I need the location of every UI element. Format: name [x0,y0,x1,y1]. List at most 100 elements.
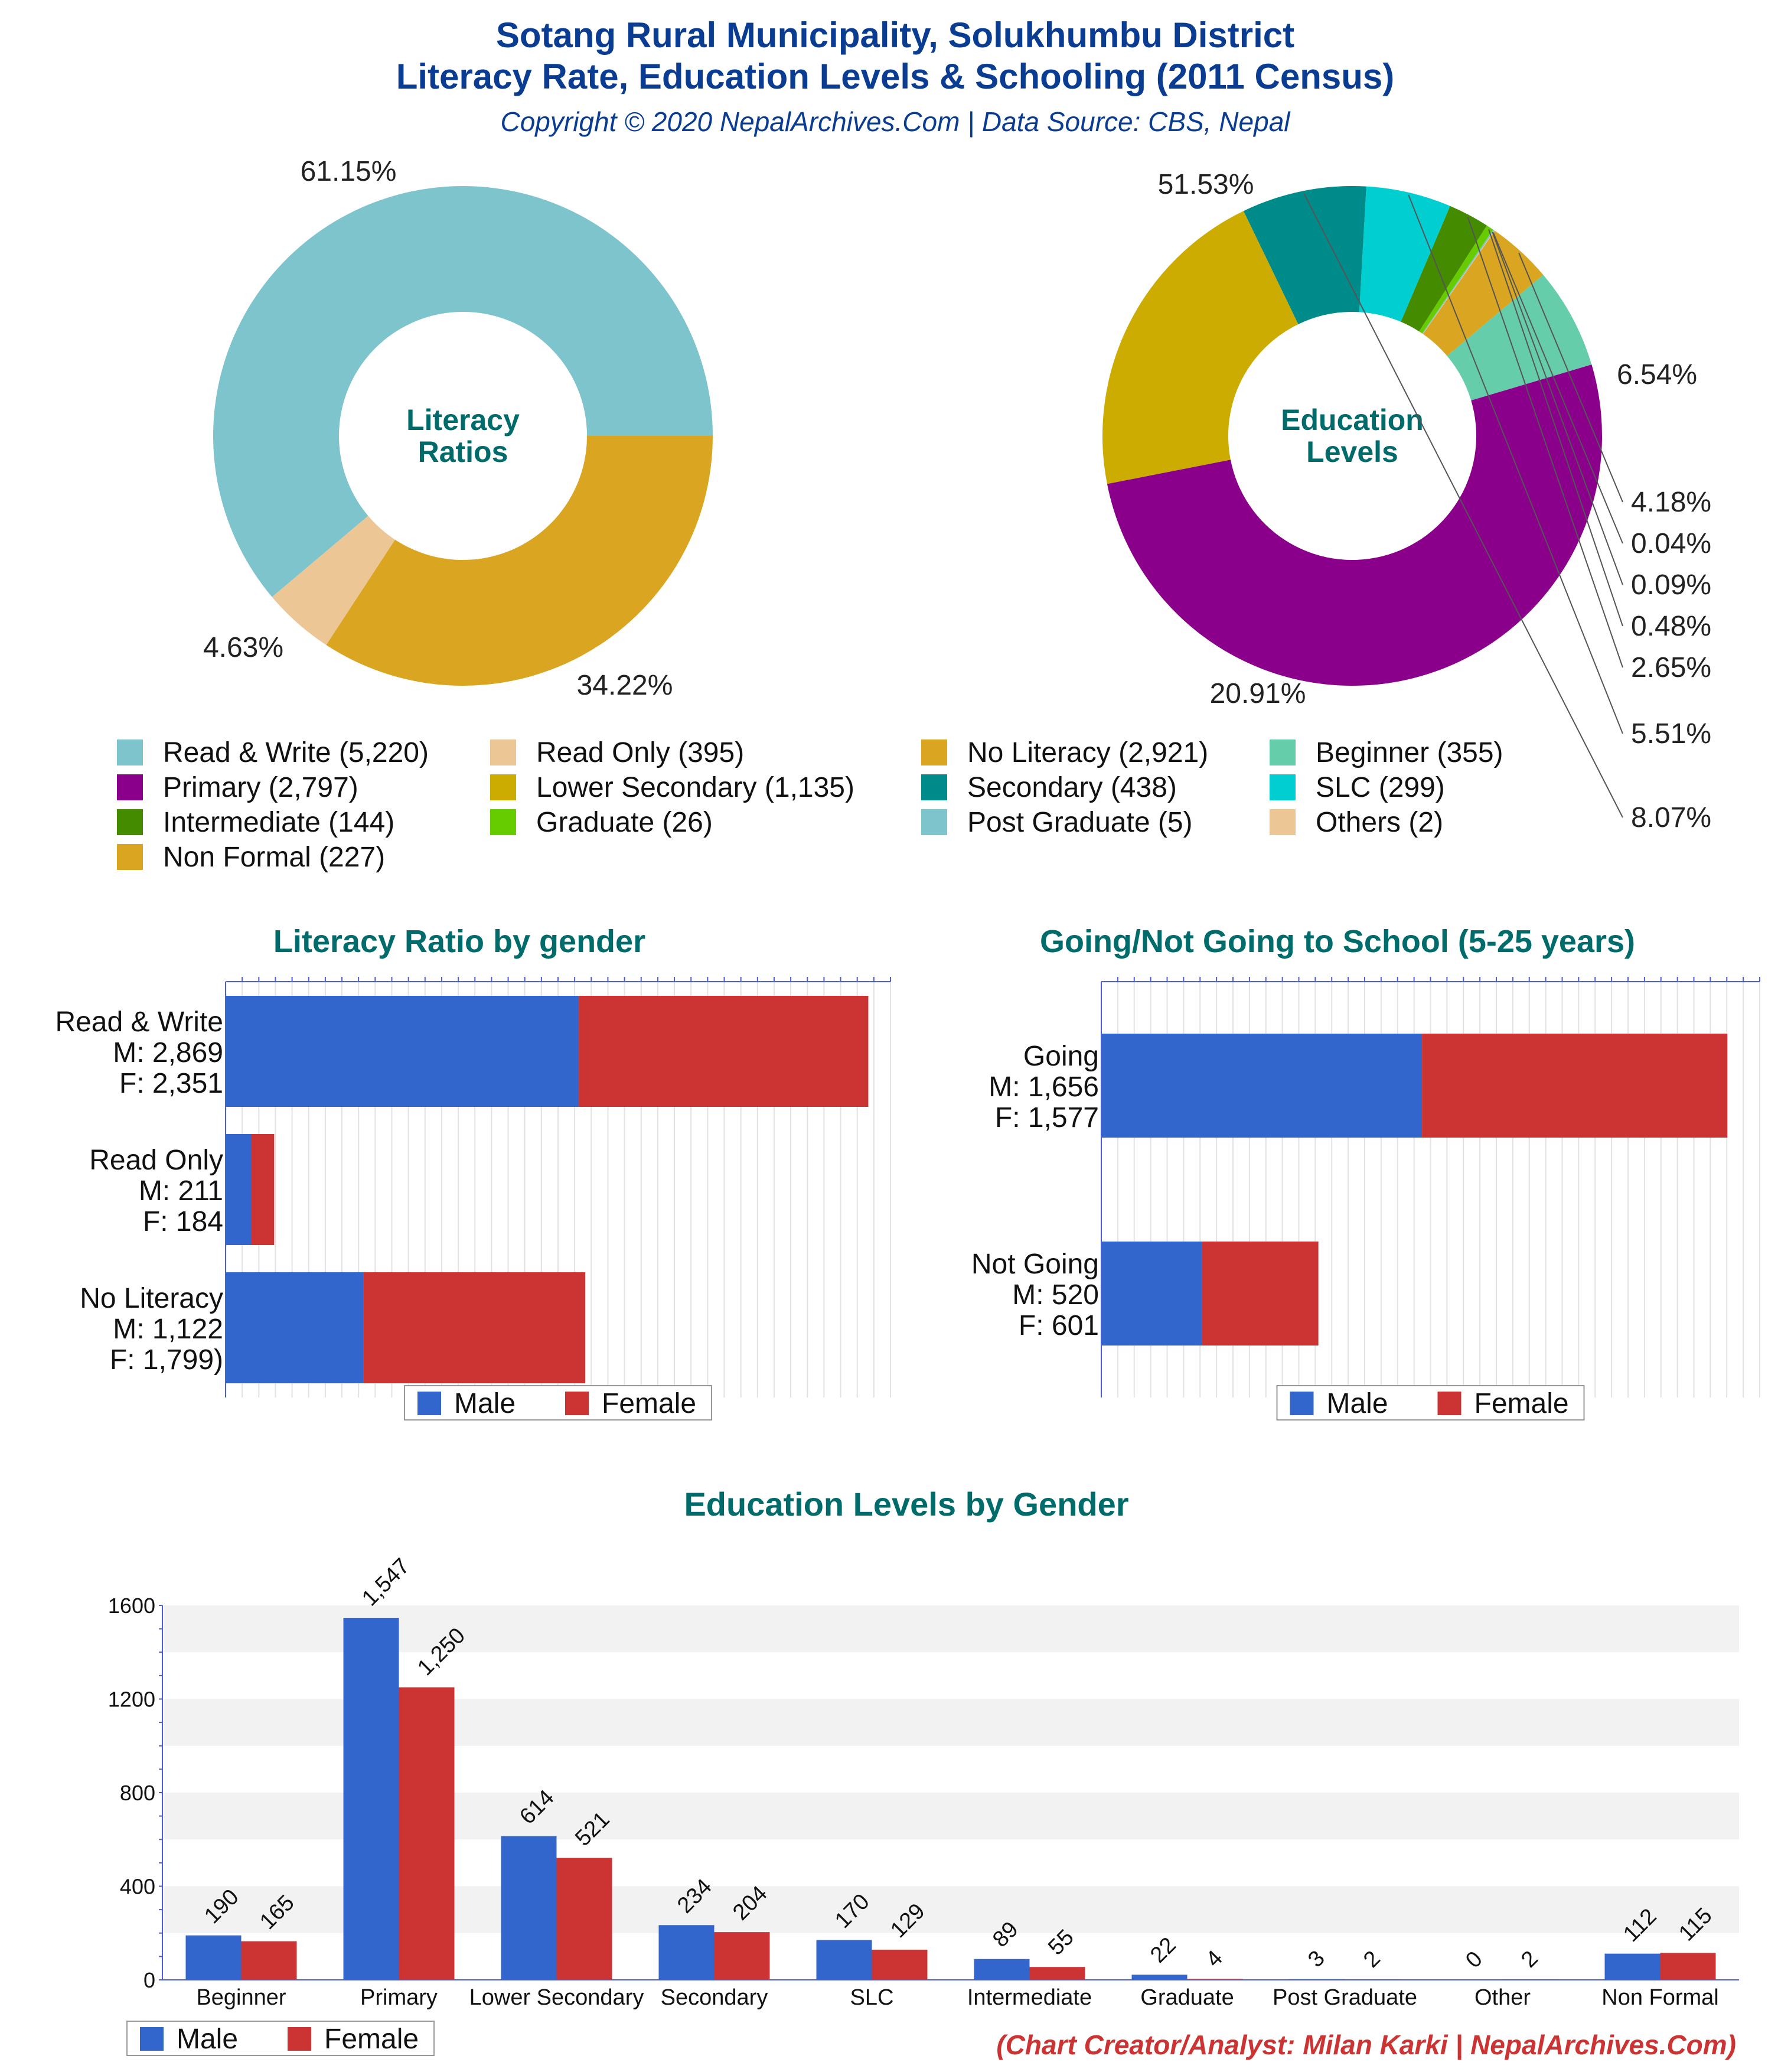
donut-percent-label: 0.48% [1631,611,1711,642]
bar-male-graduate [1131,1975,1188,1980]
female-count-label: F: 2,351 [119,1068,223,1099]
bar-male-not-going [1101,1242,1202,1346]
donut-percent-label: 8.07% [1631,802,1711,833]
donut-slice-intermediate [1401,206,1487,332]
donut-center-label: Ratios [418,435,508,468]
donut-slice-non-formal [1423,230,1544,356]
bar-male-primary [343,1618,399,1980]
bar-female-not-going [1202,1242,1319,1346]
legend-box [404,1385,712,1421]
legend-label: SLC (299) [1316,772,1445,803]
donut-percent-label: 0.04% [1631,528,1711,559]
bar-female-non-formal [1660,1953,1716,1980]
bar-male-read-only [226,1134,252,1245]
copyright-line: Copyright © 2020 NepalArchives.Com | Dat… [500,106,1291,137]
title-line-1: Sotang Rural Municipality, Solukhumbu Di… [496,15,1294,55]
data-label-male: 1,547 [357,1553,415,1611]
donut-center-label: Literacy [406,403,520,436]
category-label: No Literacy [80,1283,223,1314]
female-count-label: F: 601 [1019,1310,1099,1341]
x-tick-label: Intermediate [967,1985,1092,2010]
donut-leader-line [1408,194,1623,734]
bar-female-secondary [714,1932,770,1980]
grid-band [162,1605,1739,1653]
legend-swatch [1270,809,1296,835]
bar-male-secondary [658,1925,715,1980]
donut-center-label: Education [1281,403,1424,436]
legend-male-label: Male [177,2024,238,2055]
donut-slice-beginner [1447,275,1592,401]
education-by-gender-title: Education Levels by Gender [684,1485,1128,1523]
donut-percent-label: 6.54% [1617,359,1697,390]
male-count-label: M: 2,869 [113,1037,223,1068]
donut-percent-label: 0.09% [1631,569,1711,601]
donut-slice-post-graduate [1422,229,1495,334]
donut-slice-graduate [1419,225,1493,334]
legend-label: Primary (2,797) [163,772,358,803]
legend-swatch [1270,774,1296,800]
x-tick-label: Other [1474,1985,1531,2010]
donut-slice-primary [1107,364,1602,686]
x-tick-label: Beginner [196,1985,286,2010]
legend-male-label: Male [454,1388,516,1419]
bar-female-graduate [1187,1979,1243,1980]
legend-label: Others (2) [1316,807,1443,838]
legend-swatch-female [565,1392,589,1415]
x-tick-label: Post Graduate [1273,1985,1417,2010]
category-label: Read & Write [55,1006,223,1038]
donut-center-label: Levels [1306,435,1398,468]
y-tick-label: 800 [120,1781,155,1805]
category-label: Going [1023,1041,1099,1072]
donut-leader-line [1492,232,1623,585]
y-tick-label: 0 [143,1968,155,1992]
donut-slice-read-only [272,516,396,645]
x-tick-label: SLC [850,1985,894,2010]
bar-female-no-literacy [363,1272,586,1383]
female-count-label: F: 1,577 [995,1102,1099,1133]
legend-box [126,2021,435,2056]
donut-leader-line [1467,217,1623,668]
bar-male-non-formal [1604,1953,1660,1980]
donut-slice-lower-secondary [1102,211,1299,484]
legend-swatch-male [417,1392,441,1415]
literacy-by-gender-title: Literacy Ratio by gender [273,924,645,959]
legend-label: Intermediate (144) [163,807,394,838]
bar-female-beginner [241,1941,297,1980]
x-tick-label: Secondary [661,1985,768,2010]
bar-female-primary [399,1687,455,1980]
bar-male-lower-secondary [501,1836,557,1980]
female-count-label: F: 184 [143,1206,223,1237]
bar-female-going [1422,1034,1728,1138]
legend-label: Read Only (395) [536,737,744,768]
legend-swatch [490,809,516,835]
legend-swatch [921,774,947,800]
male-count-label: M: 1,656 [989,1071,1099,1103]
category-label: Read Only [89,1145,223,1176]
legend-label: No Literacy (2,921) [967,737,1208,768]
donut-leader-line [1492,232,1623,544]
bar-female-slc [872,1949,928,1980]
bar-male-no-literacy [226,1272,364,1383]
legend-swatch-male [140,2027,164,2051]
donut-slice-secondary [1243,186,1366,324]
creator-credit: (Chart Creator/Analyst: Milan Karki | Ne… [996,2029,1736,2060]
legend-swatch-female [288,2027,311,2051]
donut-leader-line [1518,252,1623,503]
bar-female-read-only [251,1134,275,1245]
bar-female-other [1502,1979,1558,1980]
y-tick-label: 1600 [108,1594,155,1618]
donut-leader-line [1488,229,1623,627]
bar-female-post-graduate [1345,1979,1401,1980]
x-tick-label: Graduate [1140,1985,1234,2010]
legend-swatch [1270,739,1296,765]
legend-swatch [117,844,143,870]
male-count-label: M: 211 [139,1175,223,1207]
y-tick-label: 1200 [108,1687,155,1712]
